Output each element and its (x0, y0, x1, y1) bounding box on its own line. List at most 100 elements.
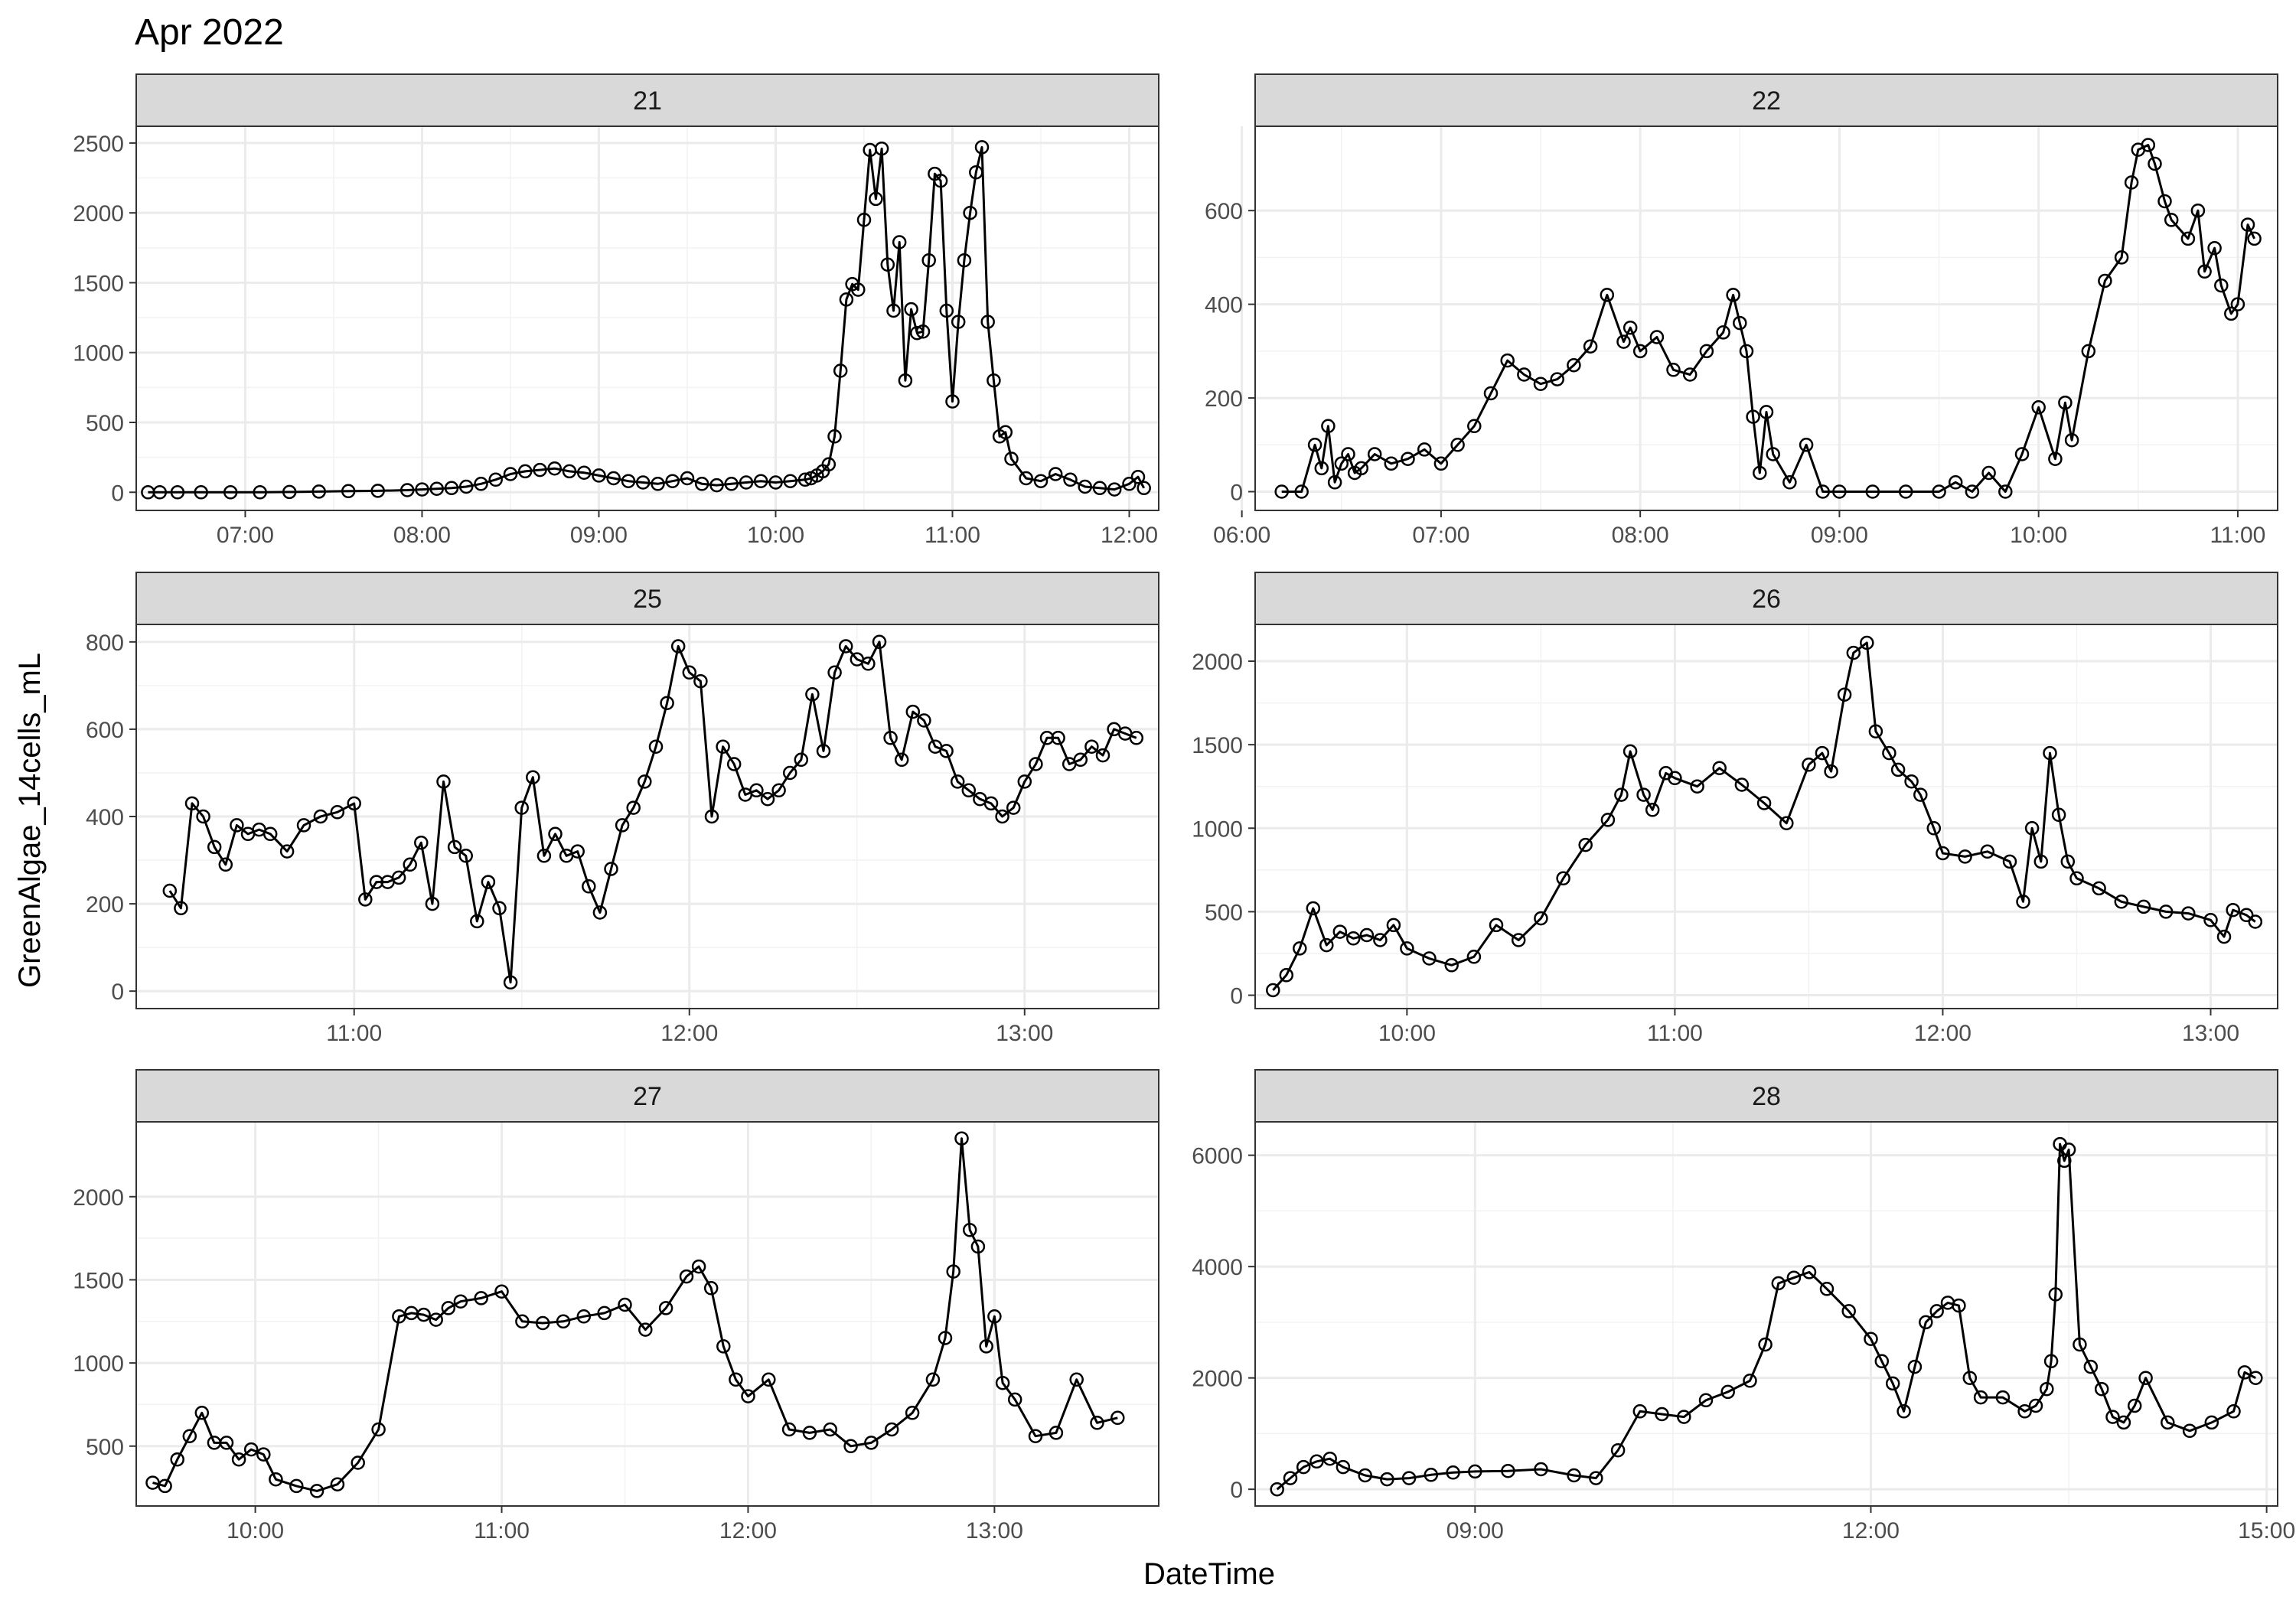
data-point (694, 477, 709, 491)
data-point (223, 485, 238, 500)
data-point (1341, 447, 1355, 461)
data-point (2138, 1371, 2153, 1385)
data-point (2051, 807, 2066, 823)
data-point (474, 1291, 488, 1305)
data-point (1981, 465, 1996, 481)
data-point (938, 1331, 953, 1345)
data-point (1092, 481, 1107, 496)
data-point (2094, 1381, 2109, 1397)
x-tick-label: 10:00 (227, 1518, 284, 1543)
data-point (1274, 484, 1289, 499)
data-point (2043, 745, 2057, 761)
data-point (535, 1315, 550, 1331)
data-point (883, 731, 898, 745)
data-point (618, 1297, 632, 1312)
data-point (1802, 1265, 1817, 1279)
data-point (1007, 1392, 1022, 1407)
y-tick-label: 800 (86, 631, 124, 656)
data-point (458, 479, 474, 494)
data-point (1051, 731, 1065, 745)
data-point (1815, 745, 1830, 761)
data-point (391, 870, 406, 885)
data-point (1874, 1354, 1890, 1369)
data-point (548, 826, 563, 842)
data-point (2214, 278, 2229, 293)
data-point (1690, 779, 1704, 794)
data-point (576, 465, 592, 480)
data-point (1786, 1270, 1802, 1285)
data-point (2060, 854, 2076, 869)
data-point (925, 1372, 941, 1387)
data-point (816, 744, 831, 758)
facet-panel: 27 10:00 11:00 12:00 13:00 500 1000 1500 2000 (73, 1069, 1159, 1543)
data-point (1846, 645, 1861, 660)
data-point (1327, 475, 1342, 490)
data-point (341, 484, 356, 499)
data-point (1306, 901, 1321, 916)
data-point (1511, 933, 1526, 947)
data-point (311, 484, 326, 499)
data-point (802, 1426, 817, 1440)
series-line (148, 145, 1146, 494)
data-point (1779, 816, 1794, 830)
data-point (1359, 927, 1375, 943)
data-point (2224, 306, 2239, 321)
data-point (2061, 1143, 2076, 1157)
data-point (1583, 339, 1598, 354)
y-tick-label: 2000 (73, 201, 124, 227)
facet-strip (135, 572, 1159, 625)
data-point (400, 483, 415, 497)
data-point (1401, 1471, 1417, 1485)
data-point (665, 474, 680, 488)
data-point (526, 770, 540, 784)
x-tick-label: 13:00 (966, 1518, 1023, 1543)
x-tick-label: 10:00 (1378, 1021, 1436, 1046)
data-point (371, 1422, 386, 1437)
data-point (933, 173, 948, 188)
x-tick-label: 06:00 (1213, 523, 1270, 548)
data-point (1636, 787, 1651, 802)
data-point (856, 213, 872, 227)
data-point (771, 783, 786, 798)
data-point (1712, 761, 1727, 775)
data-point (1122, 477, 1137, 491)
data-point (739, 475, 754, 490)
data-point (1319, 937, 1334, 953)
data-point (358, 892, 373, 907)
data-point (884, 1422, 899, 1437)
data-point (2240, 217, 2255, 232)
data-point (1952, 1298, 1966, 1313)
data-point (1919, 1315, 1933, 1330)
data-point (762, 1372, 776, 1387)
data-point (1758, 1337, 1773, 1352)
data-point (2157, 194, 2172, 209)
data-point (1367, 447, 1382, 461)
data-point (1655, 1407, 1669, 1422)
data-point (1534, 1462, 1548, 1477)
data-point (2127, 1398, 2142, 1413)
data-point (638, 1322, 653, 1337)
data-point (670, 639, 686, 654)
data-point (1832, 484, 1847, 499)
y-tick-label: 1000 (73, 1351, 124, 1377)
data-point (1321, 419, 1336, 434)
x-tick-label: 12:00 (1842, 1518, 1900, 1543)
data-point (1296, 1459, 1311, 1475)
data-point (2116, 1415, 2131, 1430)
data-point (1837, 687, 1852, 702)
facet-panel: 28 09:00 12:00 15:00 0 2000 4000 6000 (1192, 1069, 2295, 1543)
facet-panel: 22 06:00 07:00 08:00 09:00 10:00 11:00 0 200 400 6… (1205, 73, 2278, 548)
data-point (1095, 748, 1110, 763)
data-point (1358, 1468, 1372, 1483)
data-point (416, 1307, 431, 1322)
data-point (1907, 1359, 1923, 1374)
data-point (207, 839, 222, 855)
x-tick-label: 15:00 (2238, 1518, 2295, 1543)
data-point (1819, 1282, 1835, 1296)
y-tick-label: 0 (111, 481, 124, 506)
data-point (2073, 1337, 2087, 1352)
x-tick-label: 10:00 (2010, 523, 2067, 548)
data-point (1589, 1471, 1603, 1485)
data-point (2158, 905, 2174, 919)
data-point (1962, 1371, 1978, 1385)
